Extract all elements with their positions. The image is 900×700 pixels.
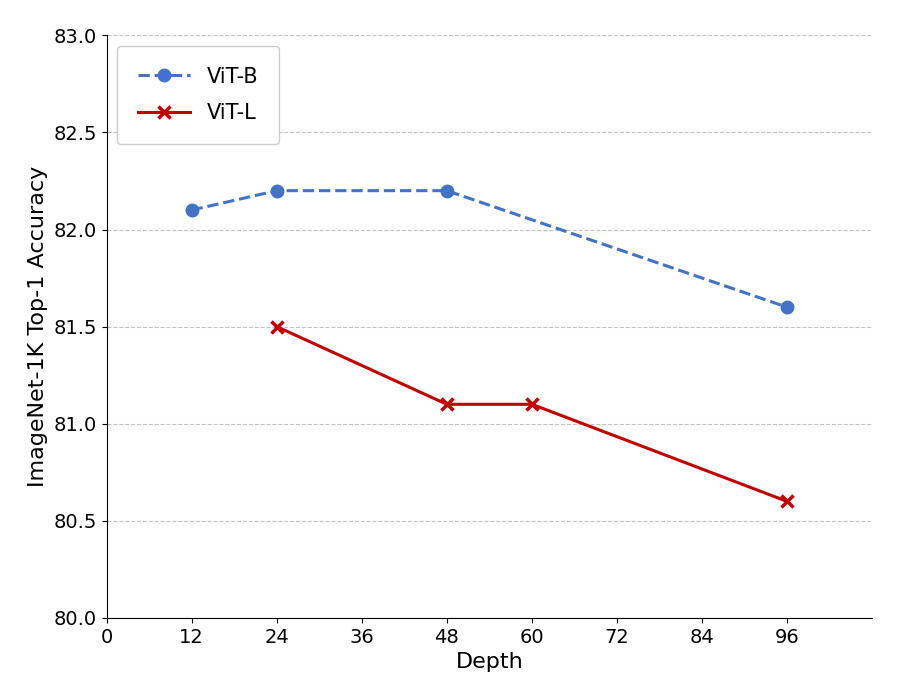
ViT-B (782, 303, 793, 312)
ViT-L (442, 400, 453, 409)
ViT-B (271, 186, 282, 195)
Line: ViT-B: ViT-B (185, 184, 794, 314)
X-axis label: Depth: Depth (455, 652, 523, 672)
ViT-B (442, 186, 453, 195)
ViT-B (186, 206, 197, 214)
ViT-L (271, 323, 282, 331)
ViT-L (526, 400, 537, 409)
ViT-L (782, 497, 793, 505)
Legend: ViT-B, ViT-L: ViT-B, ViT-L (117, 46, 279, 144)
Line: ViT-L: ViT-L (271, 321, 794, 508)
Y-axis label: ImageNet-1K Top-1 Accuracy: ImageNet-1K Top-1 Accuracy (28, 166, 48, 487)
